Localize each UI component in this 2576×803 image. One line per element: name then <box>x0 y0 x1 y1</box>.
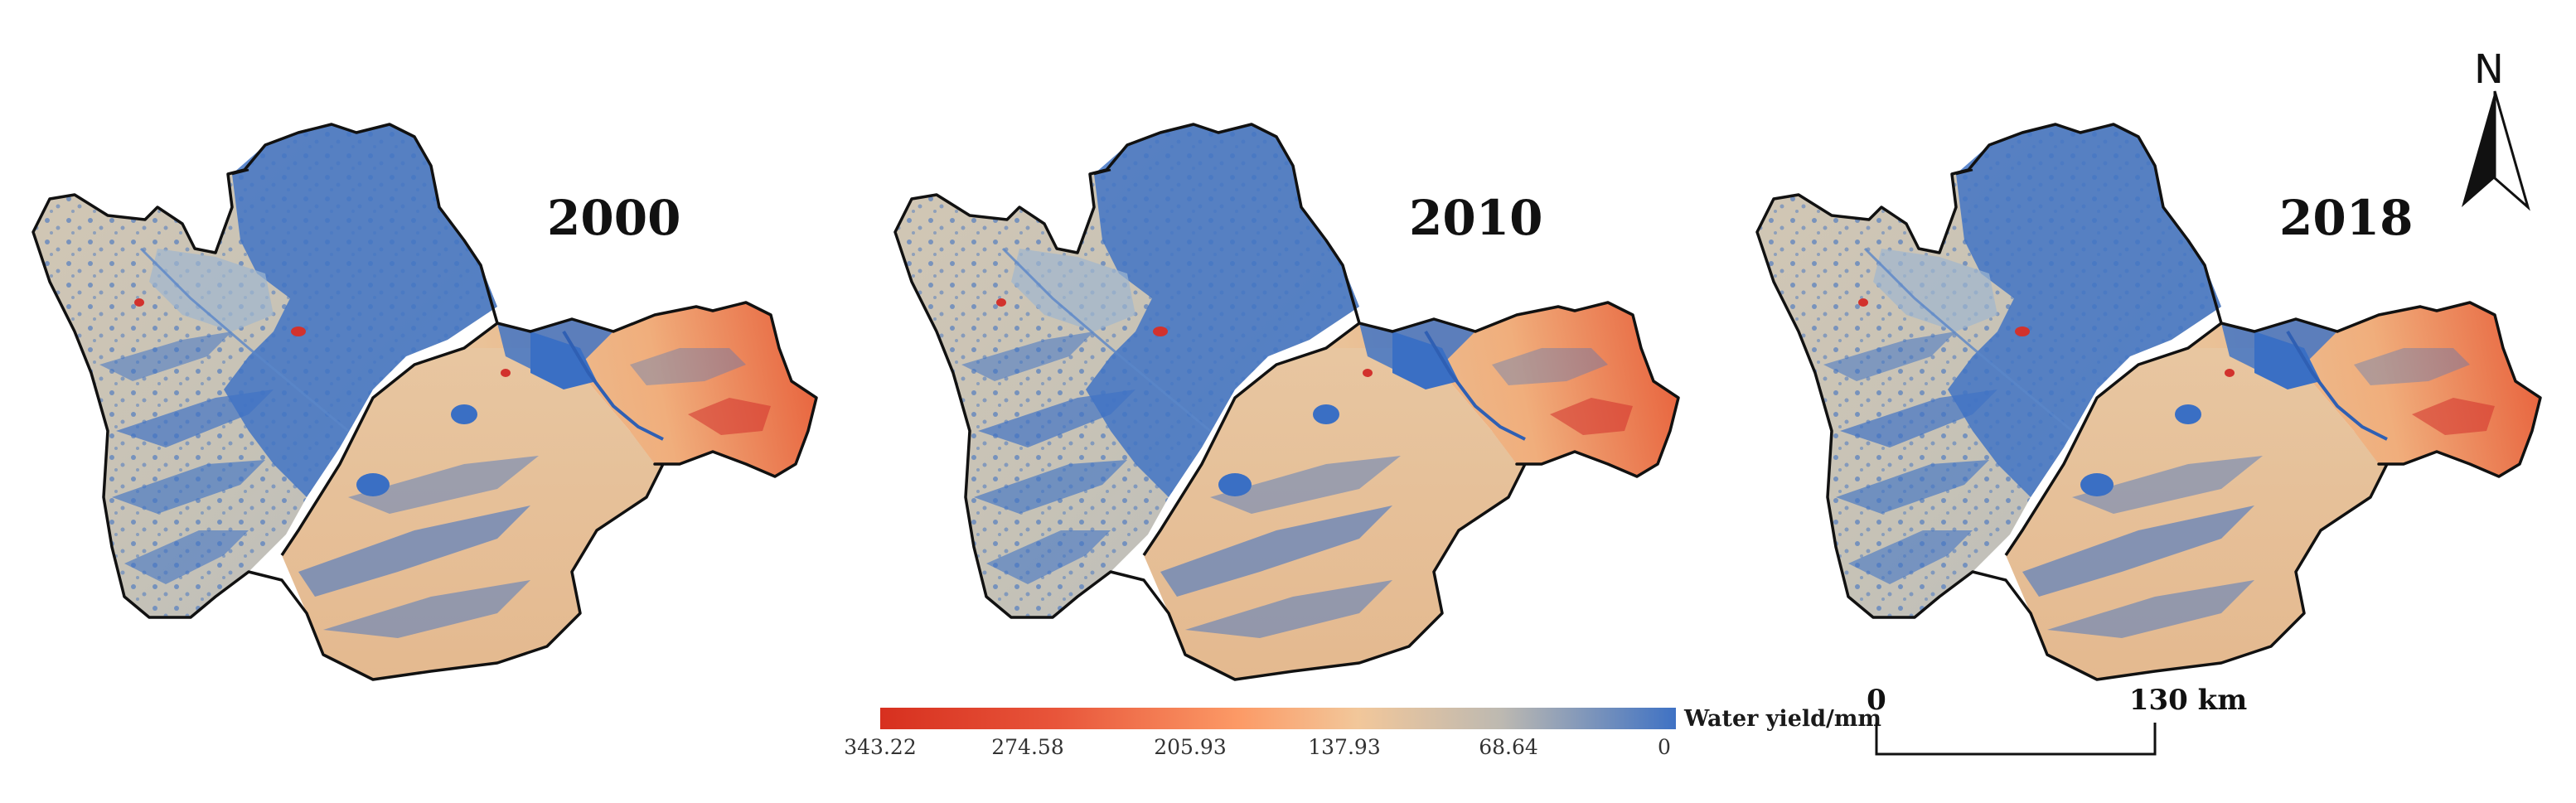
scale-bar-start-label: 0 <box>1867 684 1886 717</box>
north-arrow: N <box>2462 46 2530 211</box>
legend-tick: 205.93 <box>1154 735 1226 759</box>
north-arrow-label: N <box>2474 46 2504 93</box>
map-panel-2000: 2000 <box>31 123 818 681</box>
scale-bar: 0 130 km <box>1867 684 2247 756</box>
panel-year-label: 2010 <box>1409 190 1542 246</box>
map-panel-2018: 2018 <box>1755 123 2542 681</box>
legend-tick: 68.64 <box>1479 735 1538 759</box>
basin-map-2010 <box>893 123 1680 681</box>
legend-tick: 137.93 <box>1308 735 1380 759</box>
legend-tick: 343.22 <box>844 735 916 759</box>
basin-map-2000 <box>31 123 818 681</box>
scale-bar-line <box>1875 723 2157 756</box>
north-arrow-icon <box>2462 91 2495 207</box>
panel-year-label: 2000 <box>547 190 680 246</box>
basin-map-2018 <box>1755 123 2542 681</box>
legend-title: Water yield/mm <box>1683 706 1881 732</box>
legend-tick: 0 <box>1658 735 1671 759</box>
legend-color-ramp <box>880 708 1676 729</box>
legend-tick: 274.58 <box>991 735 1063 759</box>
legend: Water yield/mm 343.22 274.58 205.93 137.… <box>844 706 1881 759</box>
north-arrow-icon-outline <box>2493 90 2530 211</box>
scale-bar-end-label: 130 km <box>2129 684 2247 717</box>
map-panel-2010: 2010 <box>893 123 1680 681</box>
panel-year-label: 2018 <box>2279 190 2413 246</box>
